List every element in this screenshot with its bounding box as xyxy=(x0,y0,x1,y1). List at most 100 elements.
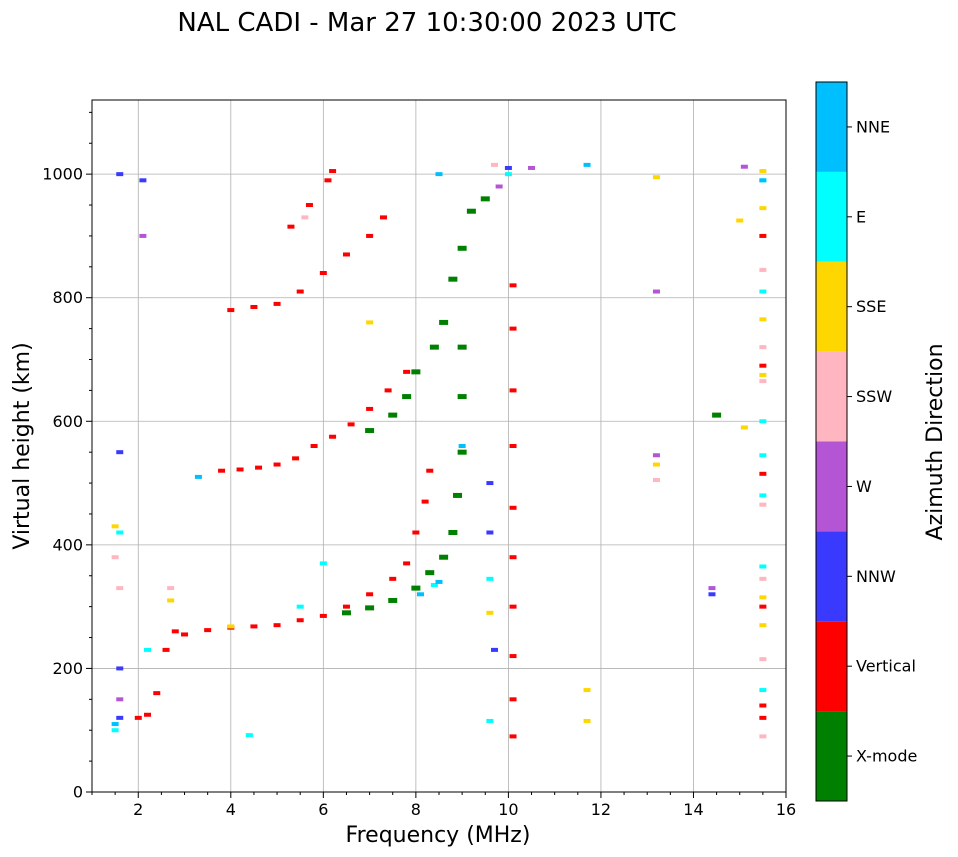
echo-point-vertical xyxy=(273,462,281,467)
echo-point-sse xyxy=(652,175,660,180)
echo-point-x-mode xyxy=(429,344,439,350)
echo-point-vertical xyxy=(204,628,212,633)
echo-point-nnw xyxy=(116,172,124,177)
echo-point-x-mode xyxy=(457,394,467,400)
echo-point-x-mode xyxy=(439,554,449,560)
echo-point-vertical xyxy=(759,703,767,708)
echo-point-e xyxy=(486,576,494,581)
echo-point-vertical xyxy=(324,178,332,183)
echo-point-vertical xyxy=(319,613,327,618)
echo-point-x-mode xyxy=(439,319,449,325)
echo-point-ssw xyxy=(652,477,660,482)
echo-point-w xyxy=(708,586,716,591)
echo-point-ssw xyxy=(759,576,767,581)
echo-point-w xyxy=(652,453,660,458)
echo-point-e xyxy=(504,172,512,177)
echo-point-x-mode xyxy=(365,605,375,611)
echo-point-vertical xyxy=(292,456,300,461)
echo-point-nnw xyxy=(486,530,494,535)
echo-point-vertical xyxy=(403,369,411,374)
echo-point-vertical xyxy=(273,301,281,306)
y-axis-label: Virtual height (km) xyxy=(10,342,35,549)
echo-point-nne xyxy=(435,579,443,584)
echo-point-vertical xyxy=(426,468,434,473)
echo-point-x-mode xyxy=(425,570,435,576)
echo-point-ssw xyxy=(167,586,175,591)
echo-point-sse xyxy=(227,624,235,629)
echo-point-vertical xyxy=(347,422,355,427)
echo-point-w xyxy=(495,184,503,189)
echo-point-vertical xyxy=(759,604,767,609)
echo-point-vertical xyxy=(509,505,517,510)
echo-point-vertical xyxy=(310,444,318,448)
colorbar-segment xyxy=(816,441,847,532)
echo-point-ssw xyxy=(759,502,767,507)
echo-point-e xyxy=(116,530,124,535)
x-tick-label: 12 xyxy=(591,800,611,819)
colorbar-label: SSW xyxy=(856,387,892,406)
colorbar-label: X-mode xyxy=(856,747,917,766)
x-tick-label: 8 xyxy=(411,800,421,819)
echo-point-vertical xyxy=(379,215,387,220)
echo-point-e xyxy=(245,733,253,738)
echo-point-vertical xyxy=(227,308,235,313)
echo-point-vertical xyxy=(509,388,517,393)
echo-point-sse xyxy=(583,688,591,693)
echo-point-nnw xyxy=(116,715,124,720)
echo-point-vertical xyxy=(342,604,350,609)
echo-point-vertical xyxy=(759,363,767,368)
echo-point-nnw xyxy=(504,165,512,170)
echo-point-vertical xyxy=(342,252,350,257)
x-tick-label: 6 xyxy=(318,800,328,819)
echo-point-vertical xyxy=(287,224,295,229)
echo-point-nne xyxy=(458,444,466,448)
data-points xyxy=(111,162,767,739)
echo-point-ssw xyxy=(759,734,767,739)
axis-ticks: 2 4 6 8 10 12 14 16 0 200 400 600 800 1000 xyxy=(42,111,796,819)
echo-point-x-mode xyxy=(388,597,398,603)
colorbar-segment xyxy=(816,531,847,622)
echo-point-e xyxy=(319,561,327,566)
echo-point-vertical xyxy=(144,712,152,717)
echo-point-vertical xyxy=(218,468,226,473)
echo-point-sse xyxy=(583,718,591,723)
x-tick-label: 2 xyxy=(133,800,143,819)
echo-point-vertical xyxy=(329,434,337,439)
colorbar-segment xyxy=(816,711,847,801)
echo-point-vertical xyxy=(255,465,263,470)
echo-point-nne xyxy=(759,178,767,183)
echo-point-vertical xyxy=(162,647,170,652)
y-tick-label: 600 xyxy=(52,412,83,431)
x-tick-label: 16 xyxy=(776,800,796,819)
echo-point-vertical xyxy=(181,632,189,637)
colorbar-label: SSE xyxy=(856,297,886,316)
colorbar: X-mode Vertical NNW W SSW SSE E NNE xyxy=(815,81,917,802)
echo-point-vertical xyxy=(509,604,517,609)
echo-point-vertical xyxy=(171,629,179,634)
colorbar-segment xyxy=(816,621,847,712)
echo-point-e xyxy=(759,289,767,294)
echo-point-vertical xyxy=(509,444,517,448)
echo-point-sse xyxy=(759,595,767,600)
echo-point-sse xyxy=(652,462,660,467)
colorbar-frame xyxy=(815,81,848,802)
echo-point-x-mode xyxy=(457,344,467,350)
echo-point-vertical xyxy=(236,467,244,472)
colorbar-title: Azimuth Direction xyxy=(923,343,948,540)
echo-point-x-mode xyxy=(365,428,375,434)
echo-point-w xyxy=(139,233,147,238)
echo-point-e xyxy=(759,493,767,498)
x-tick-label: 14 xyxy=(683,800,703,819)
colorbar-segment xyxy=(816,261,847,352)
echo-point-w xyxy=(528,165,536,170)
plot-frame xyxy=(91,99,787,793)
echo-point-e xyxy=(144,647,152,652)
echo-point-ssw xyxy=(759,345,767,350)
x-tick-label: 10 xyxy=(498,800,518,819)
echo-point-x-mode xyxy=(411,585,421,591)
echo-point-e xyxy=(759,564,767,569)
echo-point-e xyxy=(111,728,119,733)
echo-point-ssw xyxy=(111,555,119,560)
y-tick-label: 200 xyxy=(52,659,83,678)
